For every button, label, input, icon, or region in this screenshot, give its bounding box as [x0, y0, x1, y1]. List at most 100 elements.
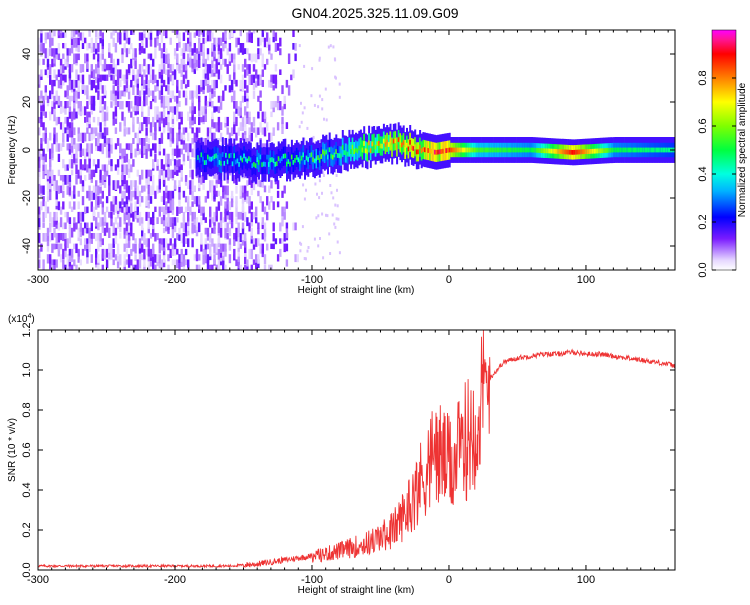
noise-cell — [112, 238, 115, 248]
noise-cell — [261, 243, 264, 254]
track-core — [565, 149, 568, 155]
track-core — [327, 154, 329, 160]
track-core — [654, 147, 657, 153]
noise-cell — [211, 53, 214, 61]
noise-cell — [64, 238, 67, 247]
noise-cell — [176, 85, 179, 94]
noise-cell — [105, 196, 109, 204]
noise-cell — [114, 254, 118, 261]
noise-cell — [182, 222, 186, 233]
noise-cell — [158, 259, 161, 269]
noise-cell — [233, 101, 236, 109]
noise-cell — [215, 180, 218, 188]
noise-cell — [66, 143, 69, 151]
track-core — [550, 148, 553, 154]
track-core — [512, 147, 515, 153]
noise-cell — [173, 106, 177, 115]
track-core — [220, 160, 223, 166]
noise-cell — [193, 159, 196, 169]
noise-cell — [127, 143, 131, 151]
noise-cell — [195, 90, 199, 99]
noise-cell — [127, 185, 131, 194]
heatmap-xlabel: Height of straight line (km) — [298, 285, 415, 296]
noise-cell — [95, 217, 98, 227]
noise-cell — [92, 233, 96, 239]
track-core — [527, 147, 530, 153]
noise-cell — [70, 254, 74, 262]
noise-cell — [213, 190, 216, 200]
noise-cell — [64, 264, 67, 270]
noise-cell — [167, 85, 170, 95]
noise-cell — [158, 254, 161, 264]
noise-cell — [125, 259, 129, 265]
noise-cell — [206, 48, 210, 55]
noise-cell — [49, 32, 52, 38]
x-tick-label: -100 — [301, 574, 323, 586]
noise-cell — [55, 180, 58, 191]
noise-cell — [130, 211, 133, 218]
noise-cell — [92, 169, 96, 178]
noise-cell — [112, 90, 115, 101]
noise-cell — [112, 259, 115, 266]
noise-cell — [250, 74, 253, 85]
noise-cell — [171, 243, 175, 250]
noise-cell — [290, 74, 293, 81]
noise-cell — [77, 248, 80, 257]
noise-cell — [84, 132, 87, 142]
noise-cell — [160, 101, 164, 108]
noise-cell — [134, 264, 137, 270]
noise-cell — [160, 74, 164, 84]
noise-cell — [244, 132, 247, 144]
noise-cell — [130, 43, 133, 50]
noise-cell — [86, 111, 89, 123]
noise-cell — [73, 111, 76, 120]
track-core — [547, 148, 550, 154]
noise-cell — [101, 143, 104, 154]
noise-cell — [204, 138, 207, 146]
noise-cell — [42, 43, 45, 54]
noise-cell — [86, 248, 89, 258]
noise-cell — [198, 53, 201, 60]
track-core — [560, 149, 563, 155]
noise-cell — [154, 74, 157, 83]
track-core — [606, 148, 609, 153]
noise-cell — [125, 79, 129, 88]
noise-cell — [116, 211, 120, 219]
noise-cell — [318, 56, 321, 60]
noise-cell — [66, 116, 69, 127]
noise-cell — [134, 211, 137, 220]
track-core — [537, 148, 540, 153]
noise-cell — [276, 122, 280, 131]
noise-cell — [237, 48, 240, 55]
noise-cell — [66, 254, 69, 264]
noise-cell — [176, 217, 179, 223]
noise-cell — [206, 69, 210, 80]
noise-cell — [121, 148, 124, 159]
noise-cell — [105, 127, 109, 136]
noise-cell — [42, 148, 45, 157]
noise-cell — [176, 159, 179, 168]
noise-cell — [279, 222, 282, 232]
track-core — [626, 147, 629, 153]
track-core — [269, 157, 272, 163]
noise-cell — [244, 116, 247, 127]
noise-cell — [42, 122, 45, 131]
noise-cell — [239, 243, 242, 249]
noise-cell — [180, 254, 183, 262]
noise-cell — [38, 169, 41, 177]
noise-cell — [42, 58, 45, 65]
noise-cell — [127, 190, 131, 200]
noise-cell — [92, 185, 96, 193]
noise-cell — [173, 238, 177, 247]
noise-cell — [101, 132, 104, 139]
noise-cell — [119, 217, 122, 227]
noise-cell — [167, 264, 170, 270]
noise-cell — [49, 169, 52, 177]
noise-cell — [108, 243, 111, 253]
noise-cell — [57, 116, 61, 125]
noise-cell — [224, 227, 227, 239]
noise-cell — [147, 264, 150, 270]
noise-cell — [38, 43, 41, 53]
noise-cell — [252, 30, 256, 34]
noise-cell — [44, 111, 47, 118]
